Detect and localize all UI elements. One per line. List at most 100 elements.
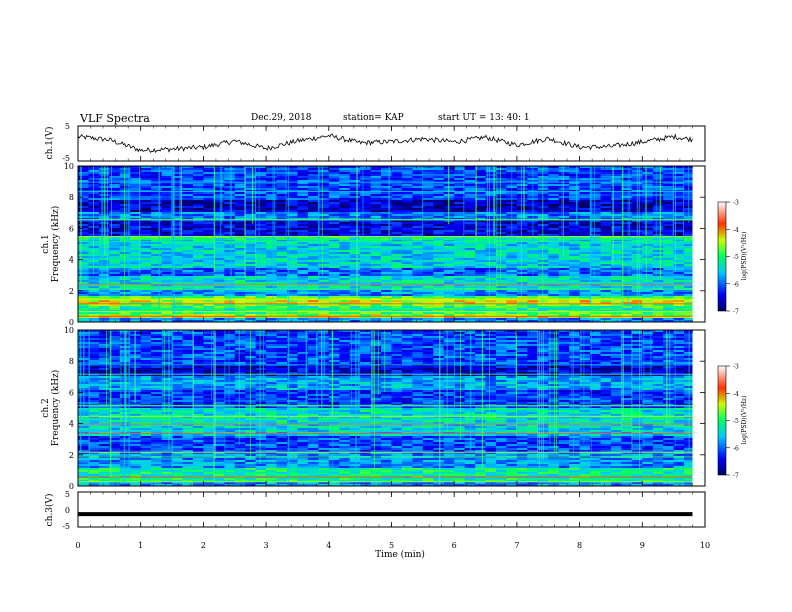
spectrogram-cell <box>652 270 664 273</box>
spectrogram-cell <box>213 186 225 189</box>
spectrogram-cell <box>516 188 528 191</box>
spectrogram-cell <box>401 286 413 289</box>
spectrogram-cell <box>401 178 413 181</box>
spectrogram-cell <box>140 252 152 255</box>
spectrogram-cell <box>579 272 591 275</box>
spectrogram-cell <box>496 166 507 169</box>
spectrogram-cell <box>360 186 371 189</box>
spectrogram-cell <box>610 186 622 189</box>
spectrogram-cell <box>172 338 183 341</box>
spectrogram-cell <box>621 270 633 273</box>
spectrogram-cell <box>642 336 654 339</box>
spectrogram-cell <box>224 306 236 309</box>
spectrogram-cell <box>454 302 465 305</box>
spectrogram-cell <box>339 332 351 335</box>
spectrogram-cell <box>663 222 674 225</box>
spectrogram-cell <box>234 224 246 227</box>
spectrogram-cell <box>339 296 351 299</box>
spectrogram-cell <box>663 188 674 191</box>
spectrogram-cell <box>276 300 288 303</box>
spectrogram-cell <box>506 256 518 259</box>
spectrogram-cell <box>433 270 445 273</box>
spectrogram-cell <box>590 284 601 287</box>
spectrogram-cell <box>213 318 225 321</box>
spectrogram-cell <box>119 170 131 173</box>
spectrogram-cell <box>307 198 319 201</box>
spectrogram-cell <box>548 296 560 299</box>
spectrogram-cell <box>213 254 225 257</box>
spectrogram-cell <box>255 226 267 229</box>
spectrogram-cell <box>422 254 434 257</box>
spectrogram-cell <box>548 330 560 333</box>
spectrogram-cell <box>610 230 622 233</box>
spectrogram-cell <box>360 316 371 319</box>
spectrogram-cell <box>276 216 288 219</box>
spectrogram-cell <box>412 166 424 169</box>
spectrogram-cell <box>433 336 445 339</box>
spectrogram-cell <box>328 296 340 299</box>
spectrogram-cell <box>182 338 194 341</box>
spectrogram-cell <box>349 244 361 247</box>
spectrogram-cell <box>140 306 152 309</box>
spectrogram-cell <box>297 258 309 261</box>
spectrogram-cell <box>631 320 643 323</box>
spectrogram-cell <box>673 248 685 251</box>
spectrogram-cell <box>401 244 413 247</box>
spectrogram-cell <box>391 312 403 315</box>
spectrogram-cell <box>443 276 455 279</box>
spectrogram-cell <box>182 258 194 261</box>
spectrogram-cell <box>558 270 570 273</box>
spectrogram-cell <box>151 264 162 267</box>
spectrogram-cell <box>370 194 382 197</box>
spectrogram-cell <box>464 274 476 277</box>
spectrogram-cell <box>307 302 319 305</box>
spectrogram-cell <box>119 314 131 317</box>
spectrogram-cell <box>140 174 152 177</box>
spectrogram-cell <box>119 268 131 271</box>
spectrogram-cell <box>109 250 121 253</box>
spectrogram-cell <box>213 210 225 213</box>
spectrogram-cell <box>213 282 225 285</box>
spectrogram-cell <box>684 272 695 275</box>
spectrogram-cell <box>213 174 225 177</box>
spectrogram-cell <box>422 300 434 303</box>
spectrogram-cell <box>318 224 330 227</box>
spectrogram-cell <box>161 268 173 271</box>
spectrogram-cell <box>579 224 591 227</box>
spectrogram-cell <box>610 202 622 205</box>
spectrogram-cell <box>88 276 100 279</box>
spectrogram-cell <box>621 174 633 177</box>
spectrogram-cell <box>161 202 173 205</box>
spectrogram-cell <box>287 166 298 169</box>
spectrogram-cell <box>663 182 674 185</box>
spectrogram-cell <box>401 220 413 223</box>
spectrogram-cell <box>621 276 633 279</box>
spectrogram-cell <box>161 246 173 249</box>
spectrogram-cell <box>276 274 288 277</box>
spectrogram-cell <box>109 268 121 271</box>
spectrogram-cell <box>412 276 424 279</box>
spectrogram-cell <box>569 264 580 267</box>
spectrogram-cell <box>224 170 236 173</box>
spectrogram-cell <box>548 180 560 183</box>
spectrogram-cell <box>485 316 497 319</box>
spectrogram-cell <box>558 230 570 233</box>
spectrogram-cell <box>621 300 633 303</box>
spectrogram-cell <box>516 280 528 283</box>
spectrogram-cell <box>454 246 465 249</box>
spectrogram-cell <box>590 194 601 197</box>
spectrogram-cell <box>130 166 142 169</box>
spectrogram-cell <box>307 274 319 277</box>
spectrogram-cell <box>485 308 497 311</box>
spectrogram-cell <box>422 210 434 213</box>
spectrogram-cell <box>590 260 601 263</box>
spectrogram-cell <box>673 208 685 211</box>
spectrogram-cell <box>381 178 392 181</box>
spectrogram-cell <box>590 206 601 209</box>
spectrogram-cell <box>391 294 403 297</box>
spectrogram-cell <box>621 234 633 237</box>
spectrogram-cell <box>192 238 204 241</box>
spectrogram-cell <box>234 266 246 269</box>
spectrogram-cell <box>318 252 330 255</box>
